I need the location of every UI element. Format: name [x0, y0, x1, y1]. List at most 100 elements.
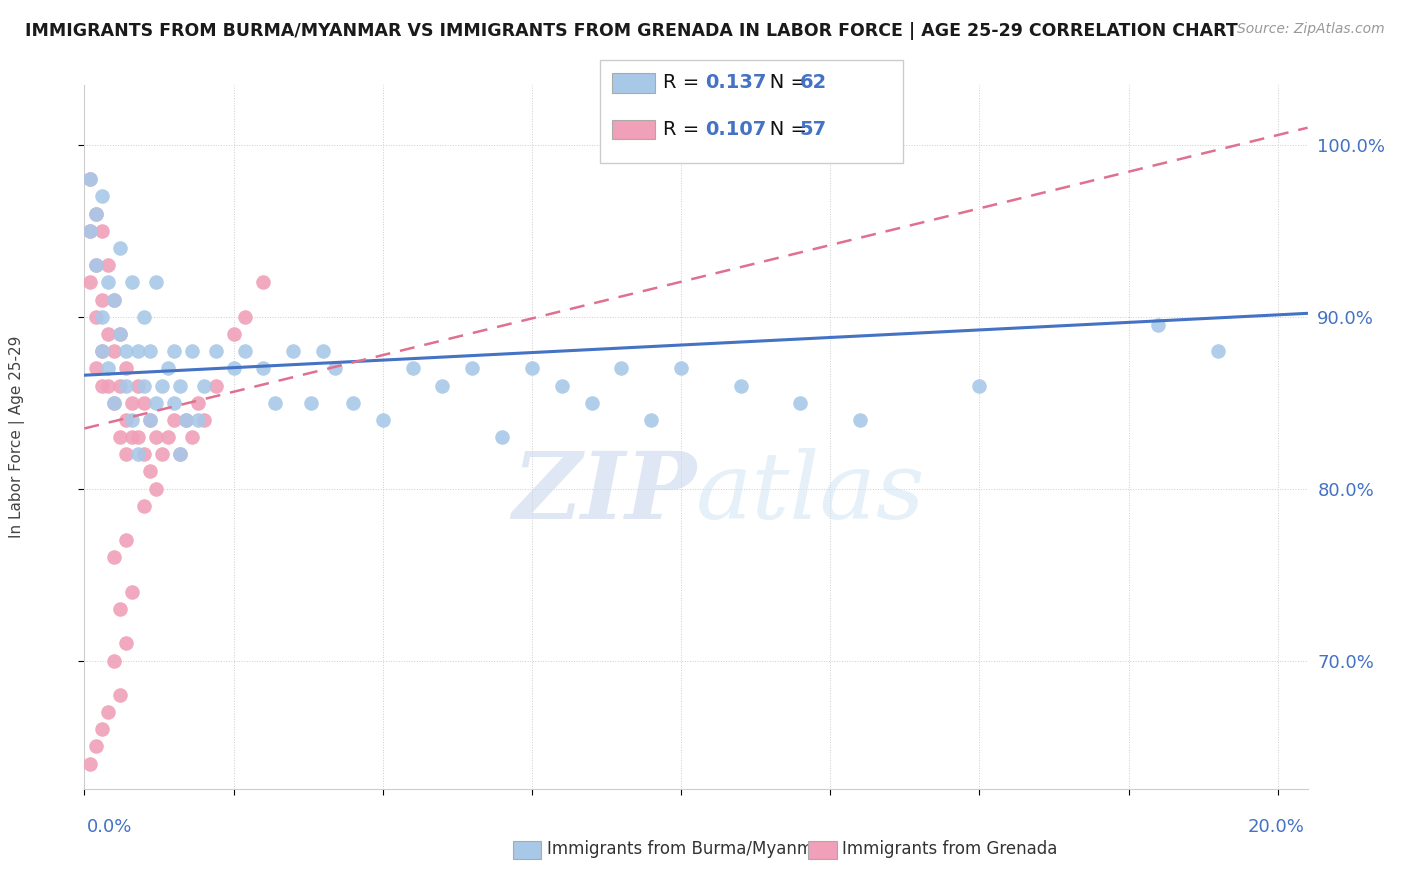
Text: ZIP: ZIP: [512, 449, 696, 539]
Point: [121, 584, 143, 599]
Point: [91, 344, 114, 359]
Point: [97, 258, 120, 272]
Point: [79, 172, 101, 186]
Point: [169, 447, 191, 461]
Point: [520, 361, 543, 376]
Point: [103, 293, 125, 307]
Point: [145, 395, 167, 409]
Text: N =: N =: [751, 120, 813, 139]
Point: [97, 326, 120, 341]
Text: Source: ZipAtlas.com: Source: ZipAtlas.com: [1237, 22, 1385, 37]
Point: [84, 361, 107, 376]
Point: [79, 224, 101, 238]
Point: [163, 344, 186, 359]
Point: [115, 447, 138, 461]
Point: [108, 326, 131, 341]
Point: [127, 447, 149, 461]
Point: [79, 276, 101, 290]
Point: [132, 499, 155, 513]
Point: [252, 361, 274, 376]
Point: [115, 533, 138, 548]
Text: IMMIGRANTS FROM BURMA/MYANMAR VS IMMIGRANTS FROM GRENADA IN LABOR FORCE | AGE 25: IMMIGRANTS FROM BURMA/MYANMAR VS IMMIGRA…: [25, 22, 1239, 40]
Point: [103, 550, 125, 565]
Point: [91, 189, 114, 203]
Point: [551, 378, 574, 392]
Point: [789, 395, 811, 409]
Text: 0.0%: 0.0%: [87, 818, 132, 836]
Point: [84, 739, 107, 754]
Point: [235, 310, 257, 324]
Point: [91, 723, 114, 737]
Text: R =: R =: [664, 120, 706, 139]
Point: [371, 413, 394, 427]
Point: [180, 344, 202, 359]
Point: [150, 378, 173, 392]
Point: [103, 395, 125, 409]
Point: [121, 276, 143, 290]
Text: 20.0%: 20.0%: [1249, 818, 1305, 836]
Point: [252, 276, 274, 290]
Point: [97, 378, 120, 392]
Point: [180, 430, 202, 444]
Point: [91, 224, 114, 238]
Point: [121, 413, 143, 427]
Point: [145, 482, 167, 496]
Point: [84, 207, 107, 221]
Point: [108, 241, 131, 255]
Point: [139, 344, 162, 359]
Point: [312, 344, 335, 359]
Text: N =: N =: [751, 73, 813, 93]
Point: [581, 395, 603, 409]
Point: [204, 378, 226, 392]
Point: [163, 413, 186, 427]
Point: [108, 326, 131, 341]
Point: [84, 258, 107, 272]
Point: [669, 361, 692, 376]
Point: [222, 326, 245, 341]
Point: [103, 293, 125, 307]
Point: [283, 344, 305, 359]
Point: [342, 395, 364, 409]
Point: [163, 395, 186, 409]
Point: [103, 344, 125, 359]
Point: [969, 378, 991, 392]
Point: [193, 378, 215, 392]
Text: In Labor Force | Age 25-29: In Labor Force | Age 25-29: [8, 336, 25, 538]
Point: [139, 413, 162, 427]
Point: [174, 413, 197, 427]
Text: atlas: atlas: [696, 449, 925, 539]
Point: [299, 395, 322, 409]
Point: [174, 413, 197, 427]
Point: [132, 378, 155, 392]
Point: [121, 430, 143, 444]
Text: Immigrants from Grenada: Immigrants from Grenada: [842, 840, 1057, 858]
Point: [103, 653, 125, 667]
Point: [169, 447, 191, 461]
Point: [97, 276, 120, 290]
Point: [84, 258, 107, 272]
Point: [1206, 344, 1229, 359]
Point: [127, 430, 149, 444]
Point: [640, 413, 662, 427]
Text: 0.137: 0.137: [706, 73, 766, 93]
Point: [432, 378, 454, 392]
Text: R =: R =: [664, 73, 706, 93]
Point: [204, 344, 226, 359]
Text: 62: 62: [800, 73, 827, 93]
Point: [1147, 318, 1170, 333]
Point: [145, 430, 167, 444]
Point: [97, 361, 120, 376]
Point: [145, 276, 167, 290]
Point: [222, 361, 245, 376]
Text: 57: 57: [800, 120, 827, 139]
Point: [235, 344, 257, 359]
Point: [121, 395, 143, 409]
Point: [150, 447, 173, 461]
Point: [187, 413, 209, 427]
Point: [115, 378, 138, 392]
Point: [108, 688, 131, 702]
Point: [264, 395, 287, 409]
Point: [108, 430, 131, 444]
Point: [91, 378, 114, 392]
Text: 0.107: 0.107: [706, 120, 766, 139]
